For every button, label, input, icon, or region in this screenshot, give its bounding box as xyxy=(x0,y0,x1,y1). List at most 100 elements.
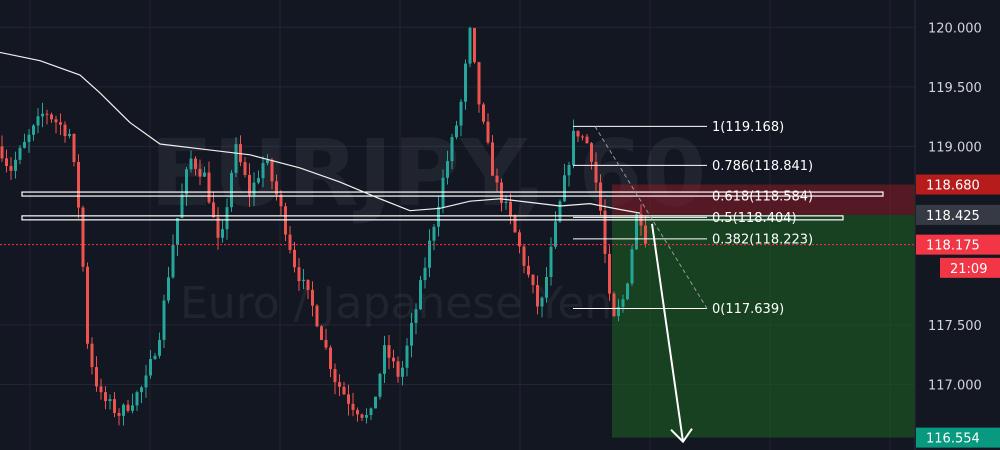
candle-down xyxy=(603,210,607,254)
price-tag-entry-label: 118.425 xyxy=(926,209,980,224)
candle-down xyxy=(0,146,4,159)
candle-down xyxy=(311,289,314,306)
candle-down xyxy=(45,113,49,115)
fib-level-label: 0.618(118.584) xyxy=(712,189,813,204)
price-tick-label: 117.500 xyxy=(928,319,982,334)
candle-up xyxy=(369,408,373,416)
fib-trend-line xyxy=(594,126,708,309)
candle-down xyxy=(5,158,8,167)
fib-level-label: 0.786(118.841) xyxy=(712,159,813,174)
candle-down xyxy=(509,201,512,216)
candle-down xyxy=(486,121,490,143)
candle-up xyxy=(374,396,377,409)
candle-down xyxy=(72,133,76,163)
candle-up xyxy=(617,306,620,317)
watermark-description: Euro / Japanese Yen xyxy=(180,278,612,329)
candle-up xyxy=(41,113,44,117)
candle-up xyxy=(167,277,170,301)
candle-up xyxy=(176,218,179,246)
candle-up xyxy=(252,182,256,196)
candle-down xyxy=(477,62,481,105)
candle-up xyxy=(225,207,229,230)
price-tick-label: 119.500 xyxy=(928,81,982,96)
candle-down xyxy=(9,166,13,171)
candle-down xyxy=(473,27,476,63)
candle-down xyxy=(356,410,359,415)
candle-up xyxy=(428,240,431,268)
horizontal-line xyxy=(21,191,884,197)
candle-down xyxy=(338,382,341,387)
candle-up xyxy=(257,178,260,183)
horizontal-lines[interactable] xyxy=(0,191,915,246)
short-position-zones[interactable] xyxy=(612,184,915,438)
candle-down xyxy=(207,172,211,203)
fib-level-label: 0(117.639) xyxy=(712,302,784,317)
candle-down xyxy=(513,215,517,233)
candle-down xyxy=(329,347,332,370)
candle-up xyxy=(36,116,40,126)
candle-up xyxy=(68,133,71,137)
candle-up xyxy=(405,345,409,368)
fib-level-label: 0.382(118.223) xyxy=(712,232,813,247)
candle-up xyxy=(459,101,463,126)
candle-down xyxy=(275,181,278,195)
price-tag-target xyxy=(916,427,1000,448)
candle-down xyxy=(500,182,503,203)
candle-up xyxy=(18,147,22,160)
horizontal-line xyxy=(21,215,844,221)
moving-average-line xyxy=(0,51,641,214)
candle-down xyxy=(482,104,485,122)
fibonacci-retracement[interactable]: 1(119.168) 0.786(118.841) 0.618(118.584) 0.… xyxy=(573,120,813,317)
price-tag-current xyxy=(916,234,1000,255)
candle-down xyxy=(95,367,98,387)
candle-down xyxy=(86,266,89,344)
candle-up xyxy=(365,415,368,418)
candle-down xyxy=(644,225,647,244)
take-profit-zone xyxy=(612,214,915,438)
candle-down xyxy=(63,124,67,137)
price-tag-target-label: 116.554 xyxy=(926,432,980,447)
candle-up xyxy=(162,300,166,340)
fib-level-label: 1(119.168) xyxy=(712,120,784,135)
candle-up xyxy=(122,404,125,416)
candle-up xyxy=(450,137,454,162)
candle-down xyxy=(518,232,521,247)
candle-down xyxy=(212,202,215,218)
candle-down xyxy=(77,162,80,208)
candle-up xyxy=(468,27,472,64)
candle-down xyxy=(342,386,346,395)
candle-down xyxy=(495,175,499,183)
candle-down xyxy=(243,162,247,175)
candle-down xyxy=(351,403,355,411)
candle-up xyxy=(302,279,305,282)
candle-up xyxy=(135,392,139,406)
candle-up xyxy=(189,158,193,170)
candle-up xyxy=(630,249,634,284)
price-axis[interactable]: 120.000 119.500 119.000 117.500 117.000 118.6… xyxy=(914,0,1000,450)
candle-up xyxy=(626,283,629,300)
candle-down xyxy=(612,293,616,317)
candle-up xyxy=(221,229,224,238)
candle-up xyxy=(504,201,508,203)
candle-up xyxy=(383,345,386,374)
candle-up xyxy=(419,280,422,310)
candle-up xyxy=(558,201,562,222)
price-tag-countdown xyxy=(940,257,1000,278)
candle-up xyxy=(572,130,575,165)
candle-up xyxy=(567,164,571,176)
candle-up xyxy=(171,245,175,278)
candle-down xyxy=(594,161,598,183)
price-tag-stop-label: 118.680 xyxy=(926,179,980,194)
fib-level-label: 0.5(118.404) xyxy=(712,211,797,226)
candle-up xyxy=(446,161,449,178)
projection-arrow[interactable] xyxy=(651,223,693,444)
price-tick-label: 117.000 xyxy=(928,379,982,394)
candle-down xyxy=(50,114,53,120)
candle-down xyxy=(599,182,602,211)
candle-down xyxy=(333,369,337,383)
candle-down xyxy=(576,130,580,137)
candle-up xyxy=(234,144,238,173)
candle-down xyxy=(279,194,283,207)
price-axis-background xyxy=(915,0,1000,450)
